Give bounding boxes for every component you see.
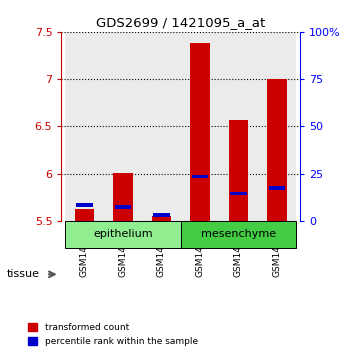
Bar	[219, 32, 258, 221]
Bar	[181, 32, 219, 221]
Bar	[65, 32, 104, 221]
Bar	[181, 221, 296, 248]
Bar	[230, 192, 247, 195]
Bar	[192, 175, 208, 178]
Bar	[76, 203, 93, 207]
Bar	[65, 221, 181, 248]
Bar	[229, 120, 248, 221]
Bar	[115, 205, 131, 209]
Bar	[113, 173, 133, 221]
Title: GDS2699 / 1421095_a_at: GDS2699 / 1421095_a_at	[96, 16, 265, 29]
Bar	[269, 186, 285, 190]
Bar	[267, 79, 286, 221]
Bar	[190, 43, 210, 221]
Bar	[152, 216, 171, 221]
Legend: transformed count, percentile rank within the sample: transformed count, percentile rank withi…	[28, 323, 198, 346]
Text: mesenchyme: mesenchyme	[201, 229, 276, 239]
Bar	[75, 209, 94, 221]
Bar	[258, 32, 296, 221]
Text: epithelium: epithelium	[93, 229, 153, 239]
Bar	[104, 32, 142, 221]
Bar	[153, 213, 170, 217]
Bar	[142, 32, 181, 221]
Text: tissue: tissue	[7, 269, 40, 279]
